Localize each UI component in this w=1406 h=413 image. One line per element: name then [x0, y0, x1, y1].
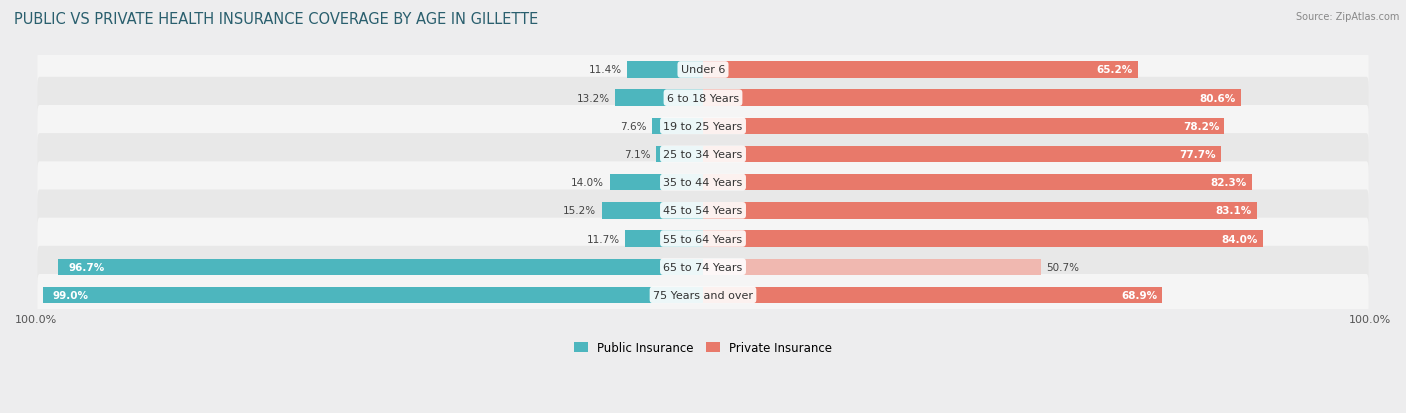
Text: 50.7%: 50.7% [1046, 262, 1080, 272]
Text: 11.7%: 11.7% [586, 234, 620, 244]
Text: 77.7%: 77.7% [1180, 150, 1216, 159]
Text: 99.0%: 99.0% [53, 290, 89, 300]
FancyBboxPatch shape [38, 246, 1368, 288]
Text: PUBLIC VS PRIVATE HEALTH INSURANCE COVERAGE BY AGE IN GILLETTE: PUBLIC VS PRIVATE HEALTH INSURANCE COVER… [14, 12, 538, 27]
Text: Under 6: Under 6 [681, 65, 725, 75]
Bar [703, 259, 1040, 275]
Text: 96.7%: 96.7% [67, 262, 104, 272]
Bar [610, 175, 703, 191]
Text: 14.0%: 14.0% [571, 178, 605, 188]
Text: 7.1%: 7.1% [624, 150, 651, 159]
Text: 75 Years and over: 75 Years and over [652, 290, 754, 300]
Text: Source: ZipAtlas.com: Source: ZipAtlas.com [1295, 12, 1399, 22]
Bar [703, 62, 1137, 78]
Bar [703, 287, 1163, 303]
Bar [703, 203, 1257, 219]
Bar [614, 90, 703, 107]
Bar [652, 119, 703, 135]
Text: 25 to 34 Years: 25 to 34 Years [664, 150, 742, 159]
Legend: Public Insurance, Private Insurance: Public Insurance, Private Insurance [569, 337, 837, 359]
FancyBboxPatch shape [38, 218, 1368, 260]
Text: 6 to 18 Years: 6 to 18 Years [666, 93, 740, 103]
Text: 78.2%: 78.2% [1182, 121, 1219, 131]
Bar [602, 203, 703, 219]
FancyBboxPatch shape [38, 190, 1368, 232]
Text: 65 to 74 Years: 65 to 74 Years [664, 262, 742, 272]
Text: 55 to 64 Years: 55 to 64 Years [664, 234, 742, 244]
Bar [703, 231, 1263, 247]
FancyBboxPatch shape [38, 106, 1368, 147]
FancyBboxPatch shape [38, 50, 1368, 91]
Bar [627, 62, 703, 78]
Text: 13.2%: 13.2% [576, 93, 610, 103]
Bar [58, 259, 703, 275]
Bar [703, 90, 1240, 107]
FancyBboxPatch shape [38, 274, 1368, 316]
Text: 82.3%: 82.3% [1211, 178, 1247, 188]
Text: 65.2%: 65.2% [1097, 65, 1132, 75]
Text: 11.4%: 11.4% [589, 65, 621, 75]
Text: 84.0%: 84.0% [1222, 234, 1258, 244]
Text: 7.6%: 7.6% [620, 121, 647, 131]
Bar [703, 175, 1251, 191]
FancyBboxPatch shape [38, 134, 1368, 176]
Text: 45 to 54 Years: 45 to 54 Years [664, 206, 742, 216]
Bar [655, 147, 703, 163]
Bar [42, 287, 703, 303]
Bar [703, 119, 1225, 135]
FancyBboxPatch shape [38, 78, 1368, 119]
FancyBboxPatch shape [38, 162, 1368, 204]
Text: 68.9%: 68.9% [1121, 290, 1157, 300]
Text: 19 to 25 Years: 19 to 25 Years [664, 121, 742, 131]
Text: 83.1%: 83.1% [1216, 206, 1251, 216]
Text: 35 to 44 Years: 35 to 44 Years [664, 178, 742, 188]
Text: 15.2%: 15.2% [564, 206, 596, 216]
Bar [626, 231, 703, 247]
Text: 80.6%: 80.6% [1199, 93, 1234, 103]
Bar [703, 147, 1222, 163]
